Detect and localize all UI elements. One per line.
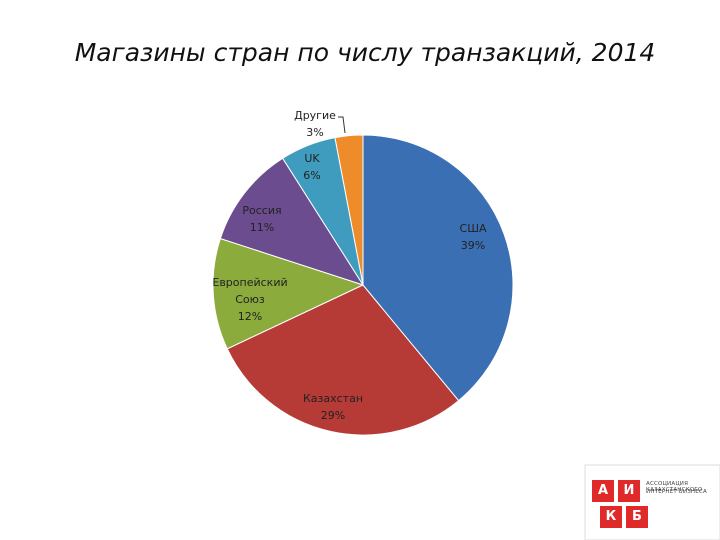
logo-letter: И (618, 480, 640, 502)
category-label: Другие (294, 109, 336, 122)
value-label: 39% (460, 239, 486, 252)
category-label: США (459, 222, 487, 235)
category-label: Европейский Союз (212, 276, 288, 306)
slice-label: Европейский Союз 12% (210, 274, 290, 325)
logo-text: ИНТЕРНЕТ БИЗНЕСА (646, 489, 707, 495)
category-label: Россия (242, 204, 282, 217)
chart-title: Магазины стран по числу транзакций, 2014 (74, 38, 656, 67)
logo-box (584, 464, 720, 540)
slice-label: США 39% (453, 220, 493, 254)
slice (212, 238, 365, 350)
category-label: UK (304, 152, 320, 165)
slice-label: Россия 11% (232, 202, 292, 236)
value-label: 29% (320, 409, 346, 422)
category-label: Казахстан (302, 392, 364, 405)
logo-letter: Б (626, 506, 648, 528)
slice (219, 157, 365, 286)
leader-line (338, 116, 346, 134)
value-label: 11% (249, 221, 275, 234)
logo-letter: К (600, 506, 622, 528)
slice (362, 134, 514, 402)
slice-label: UK 6% (297, 150, 327, 184)
slice (226, 284, 460, 436)
value-label: 6% (303, 169, 321, 182)
logo-text: АССОЦИАЦИЯ КАЗАХСТАНСКОГО (646, 481, 703, 493)
value-label: 12% (237, 310, 263, 323)
logo-letter: А (592, 480, 614, 502)
slice-label: Другие 3% (290, 107, 340, 141)
slice-label: Казахстан 29% (298, 390, 368, 424)
value-label: 3% (306, 126, 324, 139)
